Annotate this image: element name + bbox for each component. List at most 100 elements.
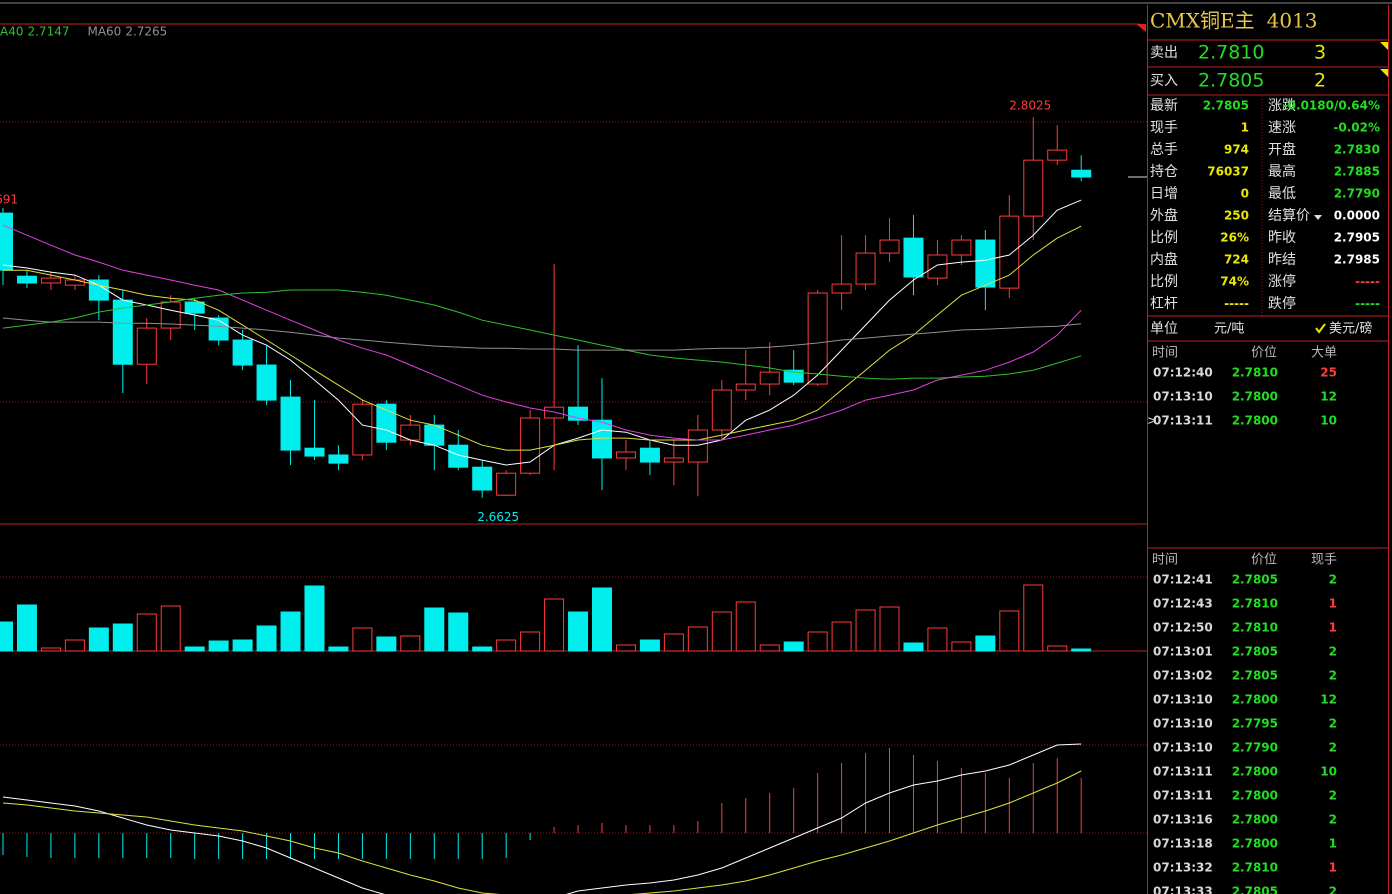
corner-marker [1380, 42, 1388, 50]
trade-price: 2.7795 [1232, 717, 1278, 731]
stat-label: 结算价 [1268, 208, 1310, 224]
stat-value: 2.7905 [1334, 231, 1380, 245]
trade-time: 07:12:41 [1153, 573, 1213, 587]
volume-bar [1023, 584, 1044, 652]
trade-qty: 25 [1320, 366, 1337, 380]
volume-bar [232, 639, 253, 652]
corner-marker [1380, 69, 1388, 77]
candle-body [256, 364, 277, 401]
candle-body [639, 447, 660, 463]
stat-label: 比例 [1150, 230, 1178, 246]
candle-body [1023, 159, 1044, 217]
ask-qty: 3 [1314, 42, 1326, 64]
volume-bar [136, 613, 157, 652]
trade-qty: 2 [1329, 573, 1337, 587]
macd-dea-line [2, 770, 1082, 894]
candle-body [855, 252, 876, 285]
stat-label: 比例 [1150, 274, 1178, 290]
candle-body [975, 239, 996, 288]
candle-body [448, 444, 469, 468]
trade-time: 07:12:50 [1153, 621, 1213, 635]
column-header: 大单 [1311, 346, 1337, 361]
candle-body [304, 447, 325, 457]
volume-bar [783, 641, 804, 652]
stat-value: 250 [1224, 209, 1249, 223]
trade-time: 07:13:18 [1153, 837, 1213, 851]
candle-body [352, 403, 373, 456]
volume-bar [735, 601, 756, 652]
stat-value: 76037 [1207, 165, 1249, 179]
candle-body [879, 239, 900, 254]
volume-bar [903, 642, 924, 652]
candle-body [927, 254, 948, 279]
volume-bar [687, 626, 708, 652]
trade-price: 2.7805 [1232, 885, 1278, 894]
trade-time: 07:13:10 [1153, 741, 1213, 755]
trade-qty: 2 [1329, 813, 1337, 827]
volume-bar [328, 646, 349, 652]
candle-body [1047, 149, 1068, 161]
volume-bar [759, 644, 780, 652]
stat-value: 2.7830 [1334, 143, 1380, 157]
stat-label: 开盘 [1268, 141, 1296, 158]
trade-qty: 10 [1320, 765, 1337, 779]
volume-bar [879, 606, 900, 652]
corner-marker [1136, 24, 1146, 32]
checkbox-tick[interactable] [1315, 323, 1326, 334]
candle-body [136, 327, 157, 365]
high-label: 2.7691 [0, 192, 18, 206]
dropdown-arrow[interactable] [1314, 215, 1322, 220]
candle-body [807, 292, 828, 385]
volume-bar [16, 604, 37, 652]
trade-time: 07:13:11 [1153, 414, 1213, 428]
trade-qty: 1 [1329, 597, 1337, 611]
stat-label: 速涨 [1268, 120, 1296, 136]
stat-value: 2.7790 [1334, 187, 1380, 201]
candle-body [280, 396, 301, 451]
trade-time: 07:12:40 [1153, 366, 1213, 380]
trade-qty: 2 [1329, 741, 1337, 755]
bid-label: 买入 [1150, 73, 1178, 89]
volume-bar [112, 623, 133, 652]
stat-label: 昨结 [1268, 252, 1296, 268]
column-header: 价位 [1251, 346, 1277, 361]
trade-time: 07:13:10 [1153, 693, 1213, 707]
volume-bar [544, 598, 565, 652]
trade-price: 2.7800 [1232, 837, 1278, 851]
stat-label: 总手 [1150, 142, 1178, 158]
volume-bar [448, 612, 469, 652]
candle-body [0, 212, 13, 271]
candle-body [88, 279, 109, 301]
trade-price: 2.7810 [1232, 597, 1278, 611]
stat-value: 0.0000 [1334, 209, 1380, 223]
trade-qty: 1 [1329, 861, 1337, 875]
volume-bar [855, 609, 876, 652]
column-header: 时间 [1152, 553, 1178, 568]
stat-value: 974 [1224, 143, 1249, 157]
stat-label: 昨收 [1268, 230, 1296, 246]
candle-body [184, 301, 205, 314]
volume-bar [951, 641, 972, 652]
volume-bar [352, 627, 373, 652]
ask-label: 卖出 [1150, 45, 1178, 61]
candle-body [711, 389, 732, 431]
ma-legend-value: 2.7147 [27, 25, 69, 39]
volume-bar [472, 646, 493, 652]
stat-label: 杠杆 [1150, 296, 1178, 312]
volume-bar [807, 631, 828, 652]
stat-value: 724 [1224, 253, 1249, 267]
volume-bar [0, 621, 13, 652]
candle-body [472, 466, 493, 491]
unit-option[interactable]: 美元/磅 [1329, 321, 1372, 337]
trade-qty: 2 [1329, 789, 1337, 803]
candle-body [615, 451, 636, 459]
trade-time: 07:13:02 [1153, 669, 1213, 683]
volume-bar [40, 647, 61, 652]
volume-bar [927, 627, 948, 652]
candle-body [999, 215, 1020, 289]
low-label: 2.6625 [477, 510, 519, 524]
candle-body [40, 277, 61, 284]
instrument-code: 4013 [1267, 9, 1318, 33]
trade-qty: 2 [1329, 717, 1337, 731]
trade-time: 07:13:11 [1153, 789, 1213, 803]
